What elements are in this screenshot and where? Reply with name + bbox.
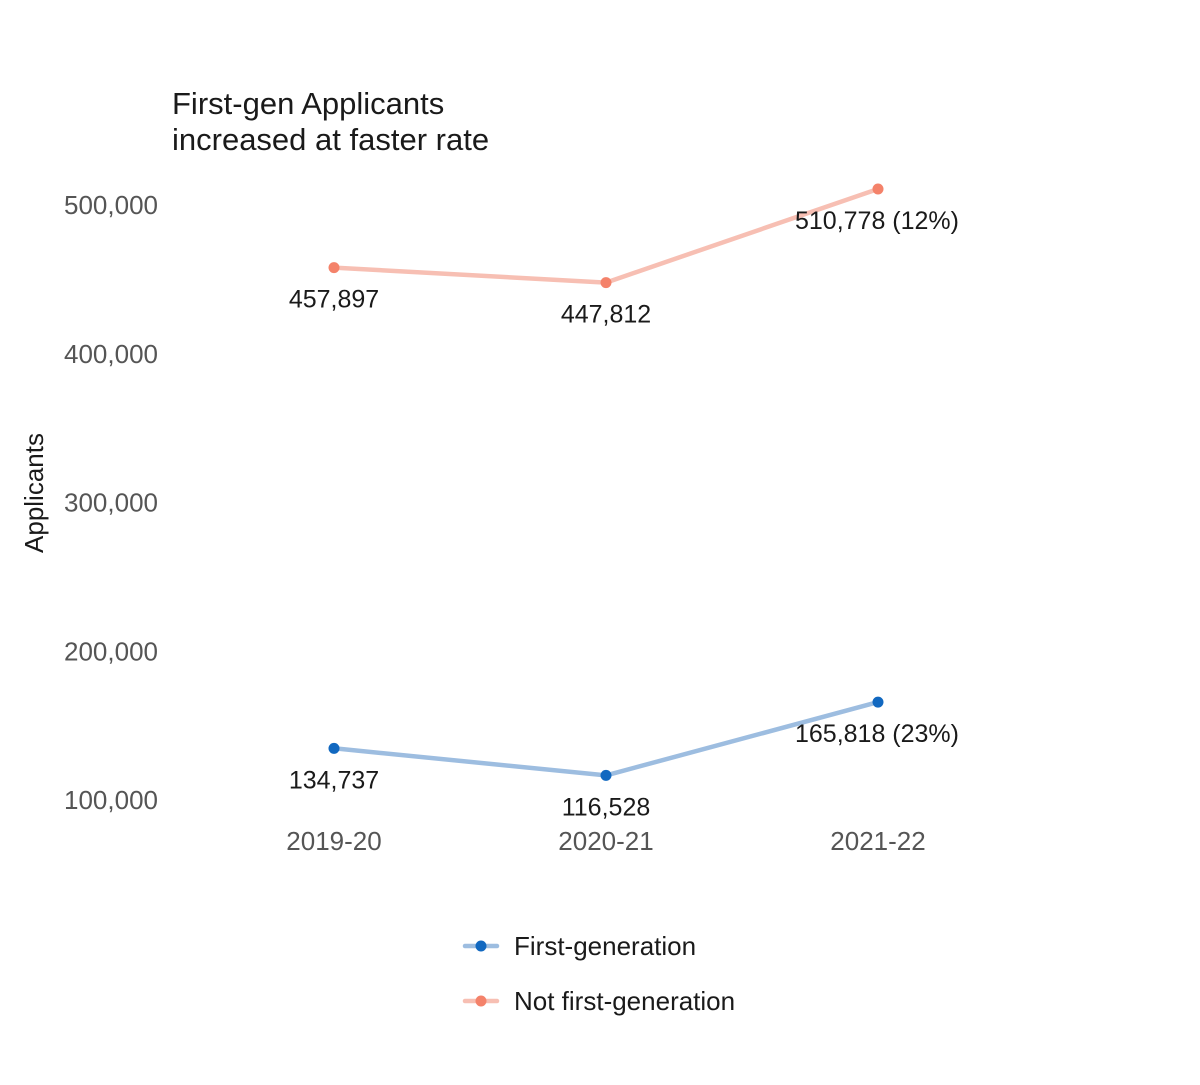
y-tick-label: 400,000	[64, 339, 158, 369]
legend-item-first-generation: First-generation	[462, 931, 696, 961]
data-point-not-first-generation	[872, 183, 884, 195]
data-point-first-generation	[872, 696, 884, 708]
legend-swatch-point	[475, 995, 487, 1007]
y-tick-label: 300,000	[64, 488, 158, 518]
data-label-not-first-generation: 510,778 (12%)	[795, 207, 959, 235]
series-not-first-generation: 457,897 447,812 510,778 (12%)	[289, 183, 959, 329]
data-label-first-generation: 134,737	[289, 766, 379, 794]
x-tick-label: 2020-21	[558, 826, 653, 856]
legend-swatch-point	[475, 940, 487, 952]
data-label-first-generation: 116,528	[562, 793, 651, 821]
data-point-not-first-generation	[328, 262, 340, 274]
y-tick-label: 500,000	[64, 190, 158, 220]
data-point-first-generation	[328, 742, 340, 754]
y-axis-ticks: 100,000 200,000 300,000 400,000 500,000	[64, 190, 158, 815]
x-tick-label: 2019-20	[286, 826, 381, 856]
y-tick-label: 100,000	[64, 785, 158, 815]
series-first-generation: 134,737 116,528 165,818 (23%)	[289, 696, 959, 821]
chart-title-line-2: increased at faster rate	[172, 122, 489, 157]
legend: First-generation Not first-generation	[462, 931, 735, 1016]
y-tick-label: 200,000	[64, 636, 158, 666]
series-line-not-first-generation	[331, 186, 881, 285]
data-label-not-first-generation: 447,812	[561, 301, 651, 329]
legend-item-not-first-generation: Not first-generation	[462, 986, 735, 1016]
series-layer: 457,897 447,812 510,778 (12%) 134,737 116,52…	[289, 183, 959, 821]
data-label-first-generation: 165,818 (23%)	[795, 720, 959, 748]
data-point-not-first-generation	[600, 277, 612, 289]
x-tick-label: 2021-22	[830, 826, 925, 856]
x-axis-ticks: 2019-20 2020-21 2021-22	[286, 826, 925, 856]
legend-label: Not first-generation	[514, 986, 735, 1016]
data-label-not-first-generation: 457,897	[289, 286, 379, 314]
y-axis-title: Applicants	[19, 433, 49, 553]
chart-title-line-1: First-gen Applicants	[172, 86, 444, 121]
legend-label: First-generation	[514, 931, 696, 961]
data-point-first-generation	[600, 769, 612, 781]
